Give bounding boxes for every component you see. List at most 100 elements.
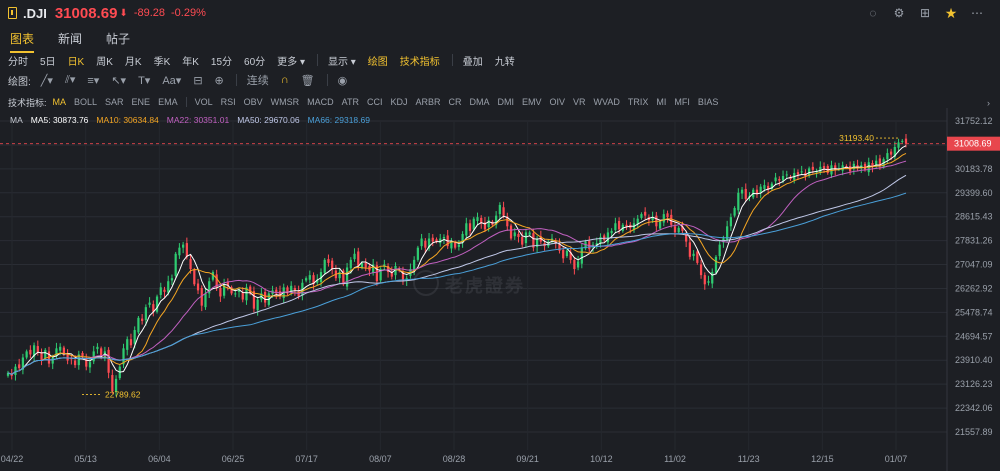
indicator-dma[interactable]: DMA [469, 97, 490, 107]
settings-icon[interactable]: ⚙ [893, 6, 905, 20]
indicator-wvad[interactable]: WVAD [593, 97, 620, 107]
trash-icon[interactable]: 🗑 [300, 74, 315, 87]
candle-body [349, 259, 352, 269]
indicator-button[interactable]: 技术指标 [399, 56, 440, 68]
period-weekly[interactable]: 周K [96, 56, 113, 68]
candle-body [737, 192, 740, 211]
candle-body [70, 358, 73, 360]
indicator-emv[interactable]: EMV [522, 97, 542, 107]
candle-body [495, 215, 498, 225]
more-icon[interactable]: ⋯ [971, 6, 983, 20]
indicator-sar[interactable]: SAR [105, 97, 124, 107]
candle-body [599, 236, 602, 244]
tab-posts[interactable]: 帖子 [106, 32, 131, 46]
y-tick-label: 31752.12 [955, 116, 993, 126]
candle-body [327, 259, 330, 263]
title-bar: .DJI 31008.69 ⬇ -89.28 -0.29% ◌ ⚙ ⊞ ★ ⋯ [0, 0, 1000, 26]
line-tool-icon[interactable]: ╱▾ [40, 74, 53, 87]
connect-toggle[interactable]: 连续 [246, 75, 269, 87]
candle-body [763, 185, 766, 189]
indicator-obv[interactable]: OBV [243, 97, 263, 107]
indicator-boll[interactable]: BOLL [74, 97, 98, 107]
font-tool-icon[interactable]: Aa▾ [162, 74, 182, 87]
divider [185, 97, 187, 107]
period-monthly[interactable]: 月K [124, 56, 142, 68]
tab-chart[interactable]: 图表 [10, 30, 35, 53]
clock-icon[interactable]: ◌ [869, 6, 877, 20]
indicator-oiv[interactable]: OIV [549, 97, 566, 107]
candle-body [155, 296, 159, 312]
indicator-scroll-right-icon[interactable]: › [987, 98, 990, 108]
candle-body [830, 165, 833, 175]
period-intraday[interactable]: 分时 [8, 56, 28, 68]
indicator-dmi[interactable]: DMI [497, 97, 515, 107]
tab-news[interactable]: 新闻 [58, 32, 83, 46]
candle-body [513, 232, 516, 237]
period-15min[interactable]: 15分 [210, 56, 233, 68]
period-more-dropdown[interactable]: 更多 ▾ [277, 56, 305, 68]
drawing-label: 绘图: [8, 76, 31, 88]
x-tick-label: 12/15 [811, 454, 834, 464]
ma5-line [7, 145, 907, 375]
period-5day[interactable]: 5日 [40, 56, 56, 68]
current-price-box [947, 136, 1000, 151]
indicator-atr[interactable]: ATR [341, 97, 359, 107]
candle-body [528, 232, 531, 235]
indicator-mi[interactable]: MI [656, 97, 667, 107]
candle-body [811, 166, 814, 170]
candle-body [588, 240, 591, 250]
candle-body [580, 247, 583, 264]
candle-body [442, 236, 446, 239]
candle-body [483, 222, 487, 230]
indicator-ma[interactable]: MA [52, 97, 67, 107]
y-tick-label: 23126.23 [955, 379, 993, 389]
period-yearly[interactable]: 年K [182, 56, 199, 68]
channel-tool-icon[interactable]: ⫽▾ [64, 74, 76, 86]
eye-icon[interactable]: ◉ [337, 74, 348, 87]
indicator-cr[interactable]: CR [448, 97, 462, 107]
candle-body [286, 287, 289, 294]
indicator-arbr[interactable]: ARBR [415, 97, 441, 107]
candlestick-chart[interactable]: 31752.1230967.4530183.7829399.6028615.43… [0, 108, 1000, 471]
indicator-kdj[interactable]: KDJ [390, 97, 408, 107]
text-tool-icon[interactable]: T▾ [138, 74, 151, 87]
indicator-mfi[interactable]: MFI [674, 97, 690, 107]
magnet-icon[interactable]: ∩ [280, 74, 289, 86]
indicator-trix[interactable]: TRIX [627, 97, 649, 107]
candle-body [521, 236, 524, 245]
indicator-ema[interactable]: EMA [158, 97, 178, 107]
candle-body [174, 253, 177, 276]
candle-body [893, 146, 896, 157]
indicator-vol[interactable]: VOL [194, 97, 213, 107]
period-60min[interactable]: 60分 [244, 56, 266, 68]
indicator-ene[interactable]: ENE [131, 97, 151, 107]
indicator-macd[interactable]: MACD [307, 97, 334, 107]
candle-body [606, 232, 610, 243]
y-tick-label: 25478.74 [955, 307, 993, 317]
indicator-cci[interactable]: CCI [366, 97, 383, 107]
indicator-bias[interactable]: BIAS [697, 97, 719, 107]
fib-tool-icon[interactable]: ≡▾ [87, 74, 100, 87]
candle-body [29, 349, 32, 355]
draw-button[interactable]: 绘图 [367, 56, 388, 68]
display-dropdown[interactable]: 显示 ▾ [327, 56, 356, 68]
candle-body [40, 352, 43, 361]
overlay-button[interactable]: 叠加 [462, 56, 483, 68]
period-quarterly[interactable]: 季K [153, 56, 171, 68]
star-icon[interactable]: ★ [944, 5, 958, 21]
ruler-tool-icon[interactable]: ⊟ [193, 74, 203, 87]
zoom-tool-icon[interactable]: ⊕ [214, 74, 224, 87]
arrow-tool-icon[interactable]: ↖▾ [111, 74, 127, 87]
y-tick-label: 29399.60 [955, 188, 993, 198]
indicator-rsi[interactable]: RSI [220, 97, 236, 107]
indicator-wmsr[interactable]: WMSR [270, 97, 300, 107]
grid-icon[interactable]: ⊞ [919, 6, 931, 20]
candle-body [677, 227, 680, 233]
candle-body [137, 317, 140, 333]
period-daily[interactable]: 日K [67, 56, 85, 68]
nine-turn-button[interactable]: 九转 [494, 56, 515, 68]
down-arrow-icon: ⬇ [119, 7, 128, 19]
indicator-vr[interactable]: VR [573, 97, 586, 107]
candle-body [424, 240, 427, 248]
candle-body [96, 346, 99, 350]
